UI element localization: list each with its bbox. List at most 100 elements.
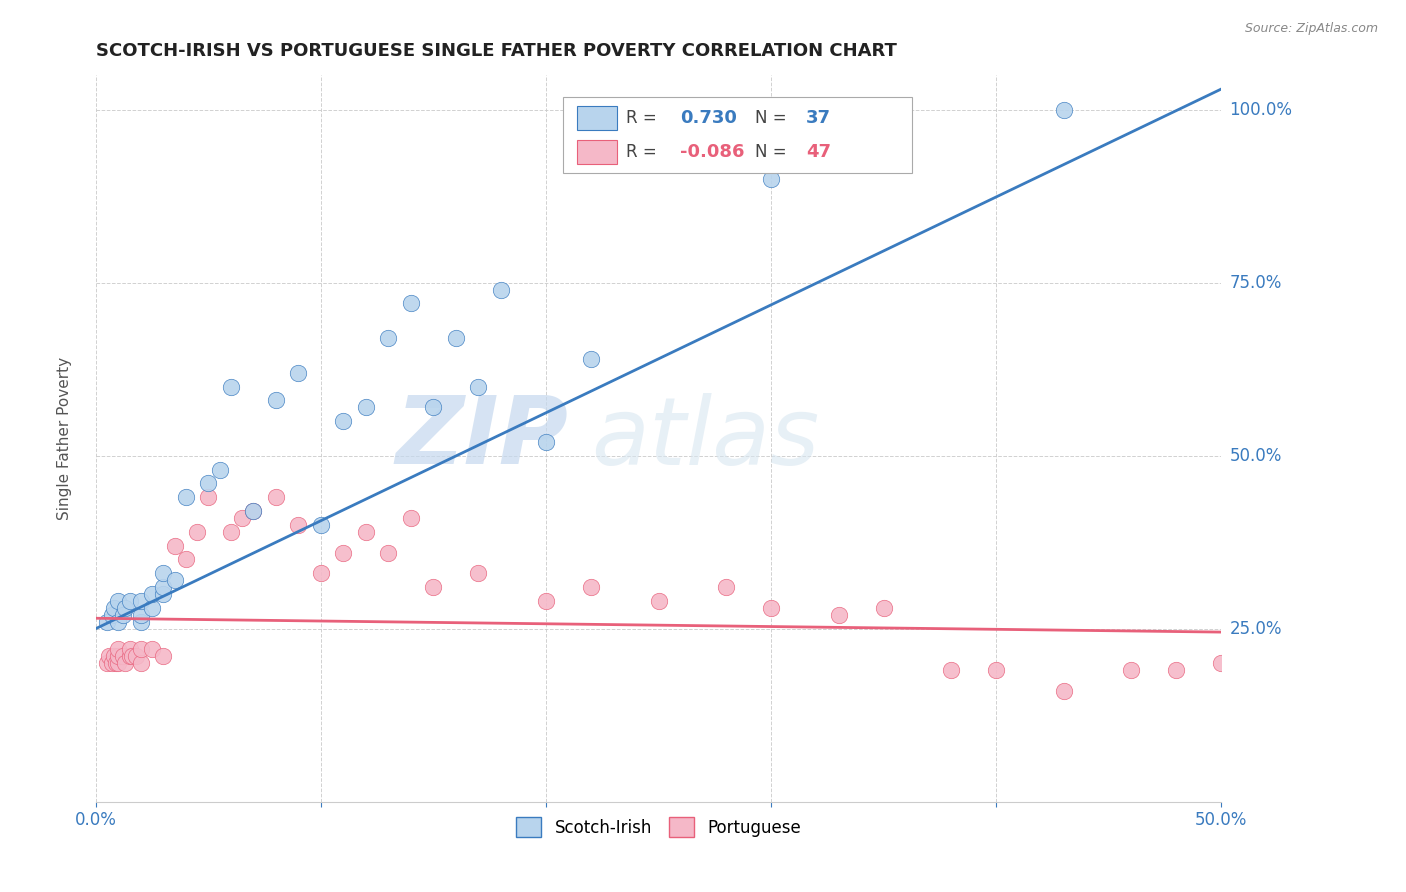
- Text: 100.0%: 100.0%: [1230, 101, 1292, 119]
- Point: [467, 566, 489, 581]
- Point: [332, 545, 354, 559]
- Text: N =: N =: [755, 109, 792, 127]
- Point: [129, 615, 152, 629]
- Point: [111, 649, 134, 664]
- FancyBboxPatch shape: [578, 140, 617, 164]
- Point: [399, 511, 422, 525]
- Point: [174, 490, 197, 504]
- Point: [422, 401, 444, 415]
- Point: [163, 539, 186, 553]
- Legend: Scotch-Irish, Portuguese: Scotch-Irish, Portuguese: [509, 811, 807, 844]
- Point: [114, 657, 136, 671]
- Point: [827, 607, 849, 622]
- Point: [141, 587, 163, 601]
- Point: [332, 414, 354, 428]
- Point: [759, 600, 782, 615]
- Point: [534, 434, 557, 449]
- Point: [467, 379, 489, 393]
- Point: [1166, 663, 1188, 677]
- Point: [287, 366, 309, 380]
- Point: [939, 663, 962, 677]
- Point: [152, 587, 174, 601]
- Text: 47: 47: [806, 144, 831, 161]
- Point: [1053, 684, 1076, 698]
- Point: [872, 600, 894, 615]
- Point: [111, 607, 134, 622]
- Point: [647, 594, 669, 608]
- Point: [103, 600, 125, 615]
- Point: [208, 462, 231, 476]
- Text: N =: N =: [755, 144, 792, 161]
- Text: 75.0%: 75.0%: [1230, 274, 1282, 292]
- Point: [422, 580, 444, 594]
- Point: [579, 580, 602, 594]
- Point: [125, 649, 148, 664]
- Point: [118, 649, 141, 664]
- Point: [152, 580, 174, 594]
- Point: [118, 594, 141, 608]
- Point: [309, 517, 332, 532]
- Point: [354, 524, 377, 539]
- Point: [129, 607, 152, 622]
- Point: [129, 657, 152, 671]
- Point: [107, 642, 129, 657]
- Point: [152, 649, 174, 664]
- Point: [129, 594, 152, 608]
- Point: [1053, 103, 1076, 117]
- Point: [107, 615, 129, 629]
- Point: [287, 517, 309, 532]
- Point: [174, 552, 197, 566]
- Text: Source: ZipAtlas.com: Source: ZipAtlas.com: [1244, 22, 1378, 36]
- Point: [242, 504, 264, 518]
- Text: 25.0%: 25.0%: [1230, 620, 1282, 638]
- Point: [242, 504, 264, 518]
- Point: [264, 490, 287, 504]
- Point: [579, 351, 602, 366]
- Point: [534, 594, 557, 608]
- Text: -0.086: -0.086: [681, 144, 744, 161]
- Point: [129, 642, 152, 657]
- Point: [118, 642, 141, 657]
- Text: 0.730: 0.730: [681, 109, 737, 127]
- Point: [231, 511, 253, 525]
- Point: [107, 594, 129, 608]
- Point: [107, 657, 129, 671]
- Point: [98, 649, 121, 664]
- Point: [219, 379, 242, 393]
- Point: [197, 490, 219, 504]
- Point: [489, 283, 512, 297]
- Text: SCOTCH-IRISH VS PORTUGUESE SINGLE FATHER POVERTY CORRELATION CHART: SCOTCH-IRISH VS PORTUGUESE SINGLE FATHER…: [96, 42, 897, 60]
- Text: 37: 37: [806, 109, 831, 127]
- Text: ZIP: ZIP: [395, 392, 568, 484]
- Point: [197, 476, 219, 491]
- Point: [1121, 663, 1143, 677]
- Y-axis label: Single Father Poverty: Single Father Poverty: [58, 357, 72, 520]
- Point: [100, 657, 122, 671]
- Point: [264, 393, 287, 408]
- Point: [1211, 657, 1233, 671]
- Point: [103, 649, 125, 664]
- Point: [219, 524, 242, 539]
- Point: [309, 566, 332, 581]
- Point: [444, 331, 467, 345]
- Point: [399, 296, 422, 310]
- Point: [714, 580, 737, 594]
- Point: [105, 657, 128, 671]
- Point: [186, 524, 208, 539]
- Point: [141, 642, 163, 657]
- Point: [121, 649, 143, 664]
- Text: R =: R =: [626, 144, 662, 161]
- Point: [377, 331, 399, 345]
- Point: [107, 649, 129, 664]
- Point: [377, 545, 399, 559]
- Text: 50.0%: 50.0%: [1230, 447, 1282, 465]
- Point: [141, 600, 163, 615]
- Point: [354, 401, 377, 415]
- Point: [759, 172, 782, 186]
- FancyBboxPatch shape: [562, 97, 911, 173]
- Point: [152, 566, 174, 581]
- Point: [986, 663, 1008, 677]
- Text: R =: R =: [626, 109, 662, 127]
- Point: [100, 607, 122, 622]
- Point: [96, 657, 118, 671]
